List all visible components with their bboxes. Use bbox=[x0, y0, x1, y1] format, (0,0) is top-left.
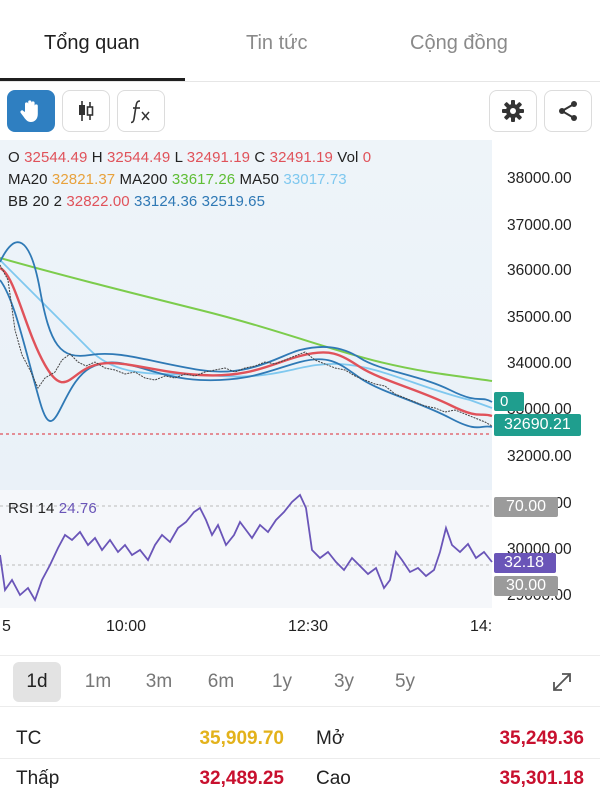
candlestick-icon bbox=[79, 101, 94, 121]
gear-icon bbox=[502, 100, 524, 122]
tab-overview[interactable]: Tổng quan bbox=[44, 32, 140, 54]
rsi-panel-background bbox=[0, 490, 492, 608]
close-value: 32491.19 bbox=[269, 149, 334, 166]
ma200-line bbox=[0, 257, 493, 382]
stats-divider bbox=[0, 758, 600, 759]
range-3y[interactable]: 3y bbox=[333, 671, 355, 692]
rsi-value: 24.76 bbox=[58, 500, 97, 517]
range-1y[interactable]: 1y bbox=[271, 671, 293, 692]
ma20-value: 32821.37 bbox=[51, 171, 116, 188]
rsi-current-tag: 32.18 bbox=[494, 553, 556, 573]
bb-middle-line bbox=[0, 266, 493, 418]
y-tick: 35000.00 bbox=[507, 309, 572, 326]
open-price-value: 35,249.36 bbox=[499, 728, 584, 749]
price-tag-zero: 0 bbox=[494, 392, 524, 411]
price-line bbox=[0, 264, 493, 427]
bb-upper-band bbox=[0, 241, 493, 403]
ma50-value: 33017.73 bbox=[283, 171, 347, 188]
bb-upper-value: 32822.00 bbox=[66, 193, 130, 210]
bb-lower-value: 32519.65 bbox=[201, 193, 266, 210]
tab-community[interactable]: Cộng đồng bbox=[410, 32, 508, 54]
reference-price-value: 35,909.70 bbox=[199, 728, 284, 749]
hand-icon bbox=[20, 100, 38, 122]
x-tick: 12:30 bbox=[288, 618, 329, 635]
volume-value: 0 bbox=[362, 149, 372, 166]
chart-type-button[interactable] bbox=[62, 90, 110, 132]
price-chart-canvas bbox=[0, 241, 493, 603]
range-1m[interactable]: 1m bbox=[84, 671, 112, 692]
open-value: 32544.49 bbox=[24, 149, 88, 166]
y-tick: 38000.00 bbox=[507, 170, 572, 187]
x-tick: 14: bbox=[470, 618, 493, 635]
rsi-70-tag: 70.00 bbox=[494, 497, 559, 517]
tab-news[interactable]: Tin tức bbox=[246, 32, 308, 54]
low-value: 32491.19 bbox=[186, 149, 251, 166]
ma-legend: MA20 32821.37 MA200 33617.26 MA50 33017.… bbox=[8, 171, 347, 188]
expand-icon bbox=[553, 673, 571, 691]
y-tick: 37000.00 bbox=[507, 217, 572, 234]
reference-price-label: TC bbox=[16, 728, 42, 749]
pan-tool-button[interactable] bbox=[7, 90, 55, 132]
share-icon bbox=[559, 101, 577, 121]
settings-button[interactable] bbox=[489, 90, 537, 132]
high-price-label: Cao bbox=[316, 768, 351, 789]
low-price-label: Thấp bbox=[16, 768, 60, 789]
range-6m[interactable]: 6m bbox=[207, 671, 235, 692]
bb-legend: BB 20 2 32822.00 33124.36 32519.65 bbox=[8, 193, 266, 210]
price-chart[interactable]: O 32544.49 H 32544.49 L 32491.19 C 32491… bbox=[0, 140, 600, 655]
rsi-line bbox=[0, 493, 493, 603]
x-tick: 10:00 bbox=[106, 618, 147, 635]
indicators-button[interactable] bbox=[117, 90, 165, 132]
open-price-label: Mở bbox=[316, 728, 345, 749]
ohlc-legend: O 32544.49 H 32544.49 L 32491.19 C 32491… bbox=[8, 149, 372, 166]
y-tick: 32000.00 bbox=[507, 448, 572, 465]
high-value: 32544.49 bbox=[106, 149, 171, 166]
expand-chart-button[interactable] bbox=[549, 669, 575, 695]
stats-row-1: TC 35,909.70 Mở 35,249.36 bbox=[0, 716, 600, 761]
y-tick: 36000.00 bbox=[507, 262, 572, 279]
active-tab-indicator bbox=[0, 78, 185, 81]
rsi-legend: RSI 14 24.76 bbox=[8, 500, 97, 517]
time-range-selector: 1d 1m 3m 6m 1y 3y 5y bbox=[0, 655, 600, 707]
x-tick: 5 bbox=[2, 618, 11, 635]
bb-mid-value: 33124.36 bbox=[134, 193, 198, 210]
chart-toolbar bbox=[0, 82, 600, 140]
top-tab-bar: Tổng quan Tin tức Cộng đồng bbox=[0, 0, 600, 82]
share-button[interactable] bbox=[544, 90, 592, 132]
low-price-value: 32,489.25 bbox=[199, 768, 284, 789]
range-1d[interactable]: 1d bbox=[13, 662, 61, 702]
range-5y[interactable]: 5y bbox=[394, 671, 416, 692]
y-tick: 34000.00 bbox=[507, 355, 572, 372]
range-3m[interactable]: 3m bbox=[145, 671, 173, 692]
high-price-value: 35,301.18 bbox=[499, 768, 584, 789]
bb-lower-band bbox=[0, 279, 493, 429]
stats-row-2: Thấp 32,489.25 Cao 35,301.18 bbox=[0, 756, 600, 800]
last-price-tag: 32690.21 bbox=[494, 414, 581, 436]
rsi-30-tag: 30.00 bbox=[494, 576, 559, 596]
fx-icon bbox=[130, 100, 150, 124]
ma200-value: 33617.26 bbox=[171, 171, 236, 188]
